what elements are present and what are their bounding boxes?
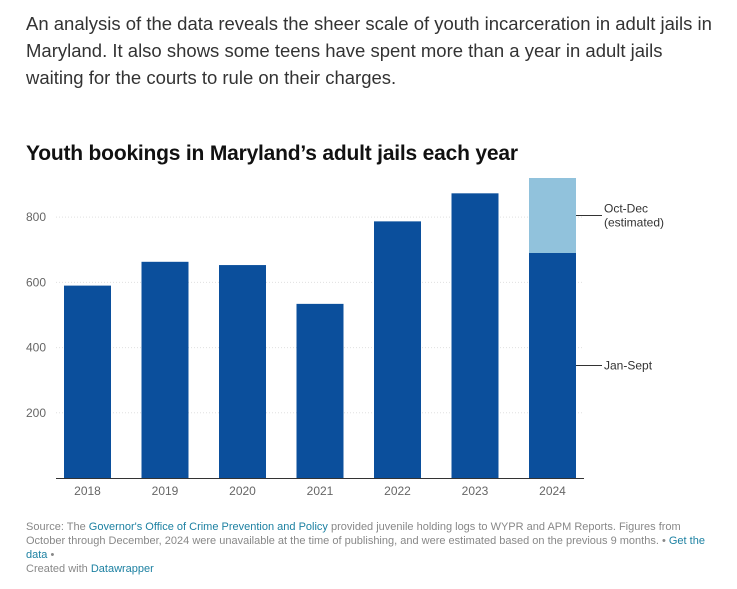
source-prefix: Source: The xyxy=(26,521,86,533)
get-data-link[interactable]: Get the data xyxy=(26,535,705,561)
bar-2022-jan-sept[interactable] xyxy=(374,221,421,478)
x-tick-label: 2019 xyxy=(152,484,179,498)
x-tick-label: 2021 xyxy=(307,484,334,498)
annotation-label: Jan-Sept xyxy=(604,359,653,373)
bar-2020-jan-sept[interactable] xyxy=(219,265,266,478)
bar-2018-jan-sept[interactable] xyxy=(64,285,111,478)
source-body: provided juvenile holding logs to WYPR a… xyxy=(26,521,681,547)
created-with-label: Created with xyxy=(26,563,88,575)
x-tick-label: 2024 xyxy=(539,484,566,498)
annotation-label: (estimated) xyxy=(604,216,664,230)
bar-2024-jan-sept[interactable] xyxy=(529,253,576,478)
source-note: Source: The Governor's Office of Crime P… xyxy=(26,520,716,576)
bar-2023-jan-sept[interactable] xyxy=(451,193,499,478)
y-tick-label: 400 xyxy=(26,341,46,355)
chart-title: Youth bookings in Maryland’s adult jails… xyxy=(26,142,518,165)
x-tick-label: 2020 xyxy=(229,484,256,498)
bar-2019-jan-sept[interactable] xyxy=(141,261,189,478)
intro-paragraph: An analysis of the data reveals the shee… xyxy=(26,13,712,88)
bar-2024-oct-dec[interactable] xyxy=(529,178,576,253)
y-tick-label: 200 xyxy=(26,406,46,420)
y-tick-label: 600 xyxy=(26,275,46,289)
bar-2021-jan-sept[interactable] xyxy=(296,303,344,478)
x-tick-label: 2023 xyxy=(462,484,489,498)
source-link[interactable]: Governor's Office of Crime Prevention an… xyxy=(88,521,328,533)
x-tick-label: 2018 xyxy=(74,484,101,498)
datawrapper-link[interactable]: Datawrapper xyxy=(90,563,154,575)
separator-dot: • xyxy=(50,549,55,561)
separator-dot: • xyxy=(661,535,666,547)
annotation-label: Oct-Dec xyxy=(604,202,648,216)
y-tick-label: 800 xyxy=(26,210,46,224)
x-tick-label: 2022 xyxy=(384,484,411,498)
